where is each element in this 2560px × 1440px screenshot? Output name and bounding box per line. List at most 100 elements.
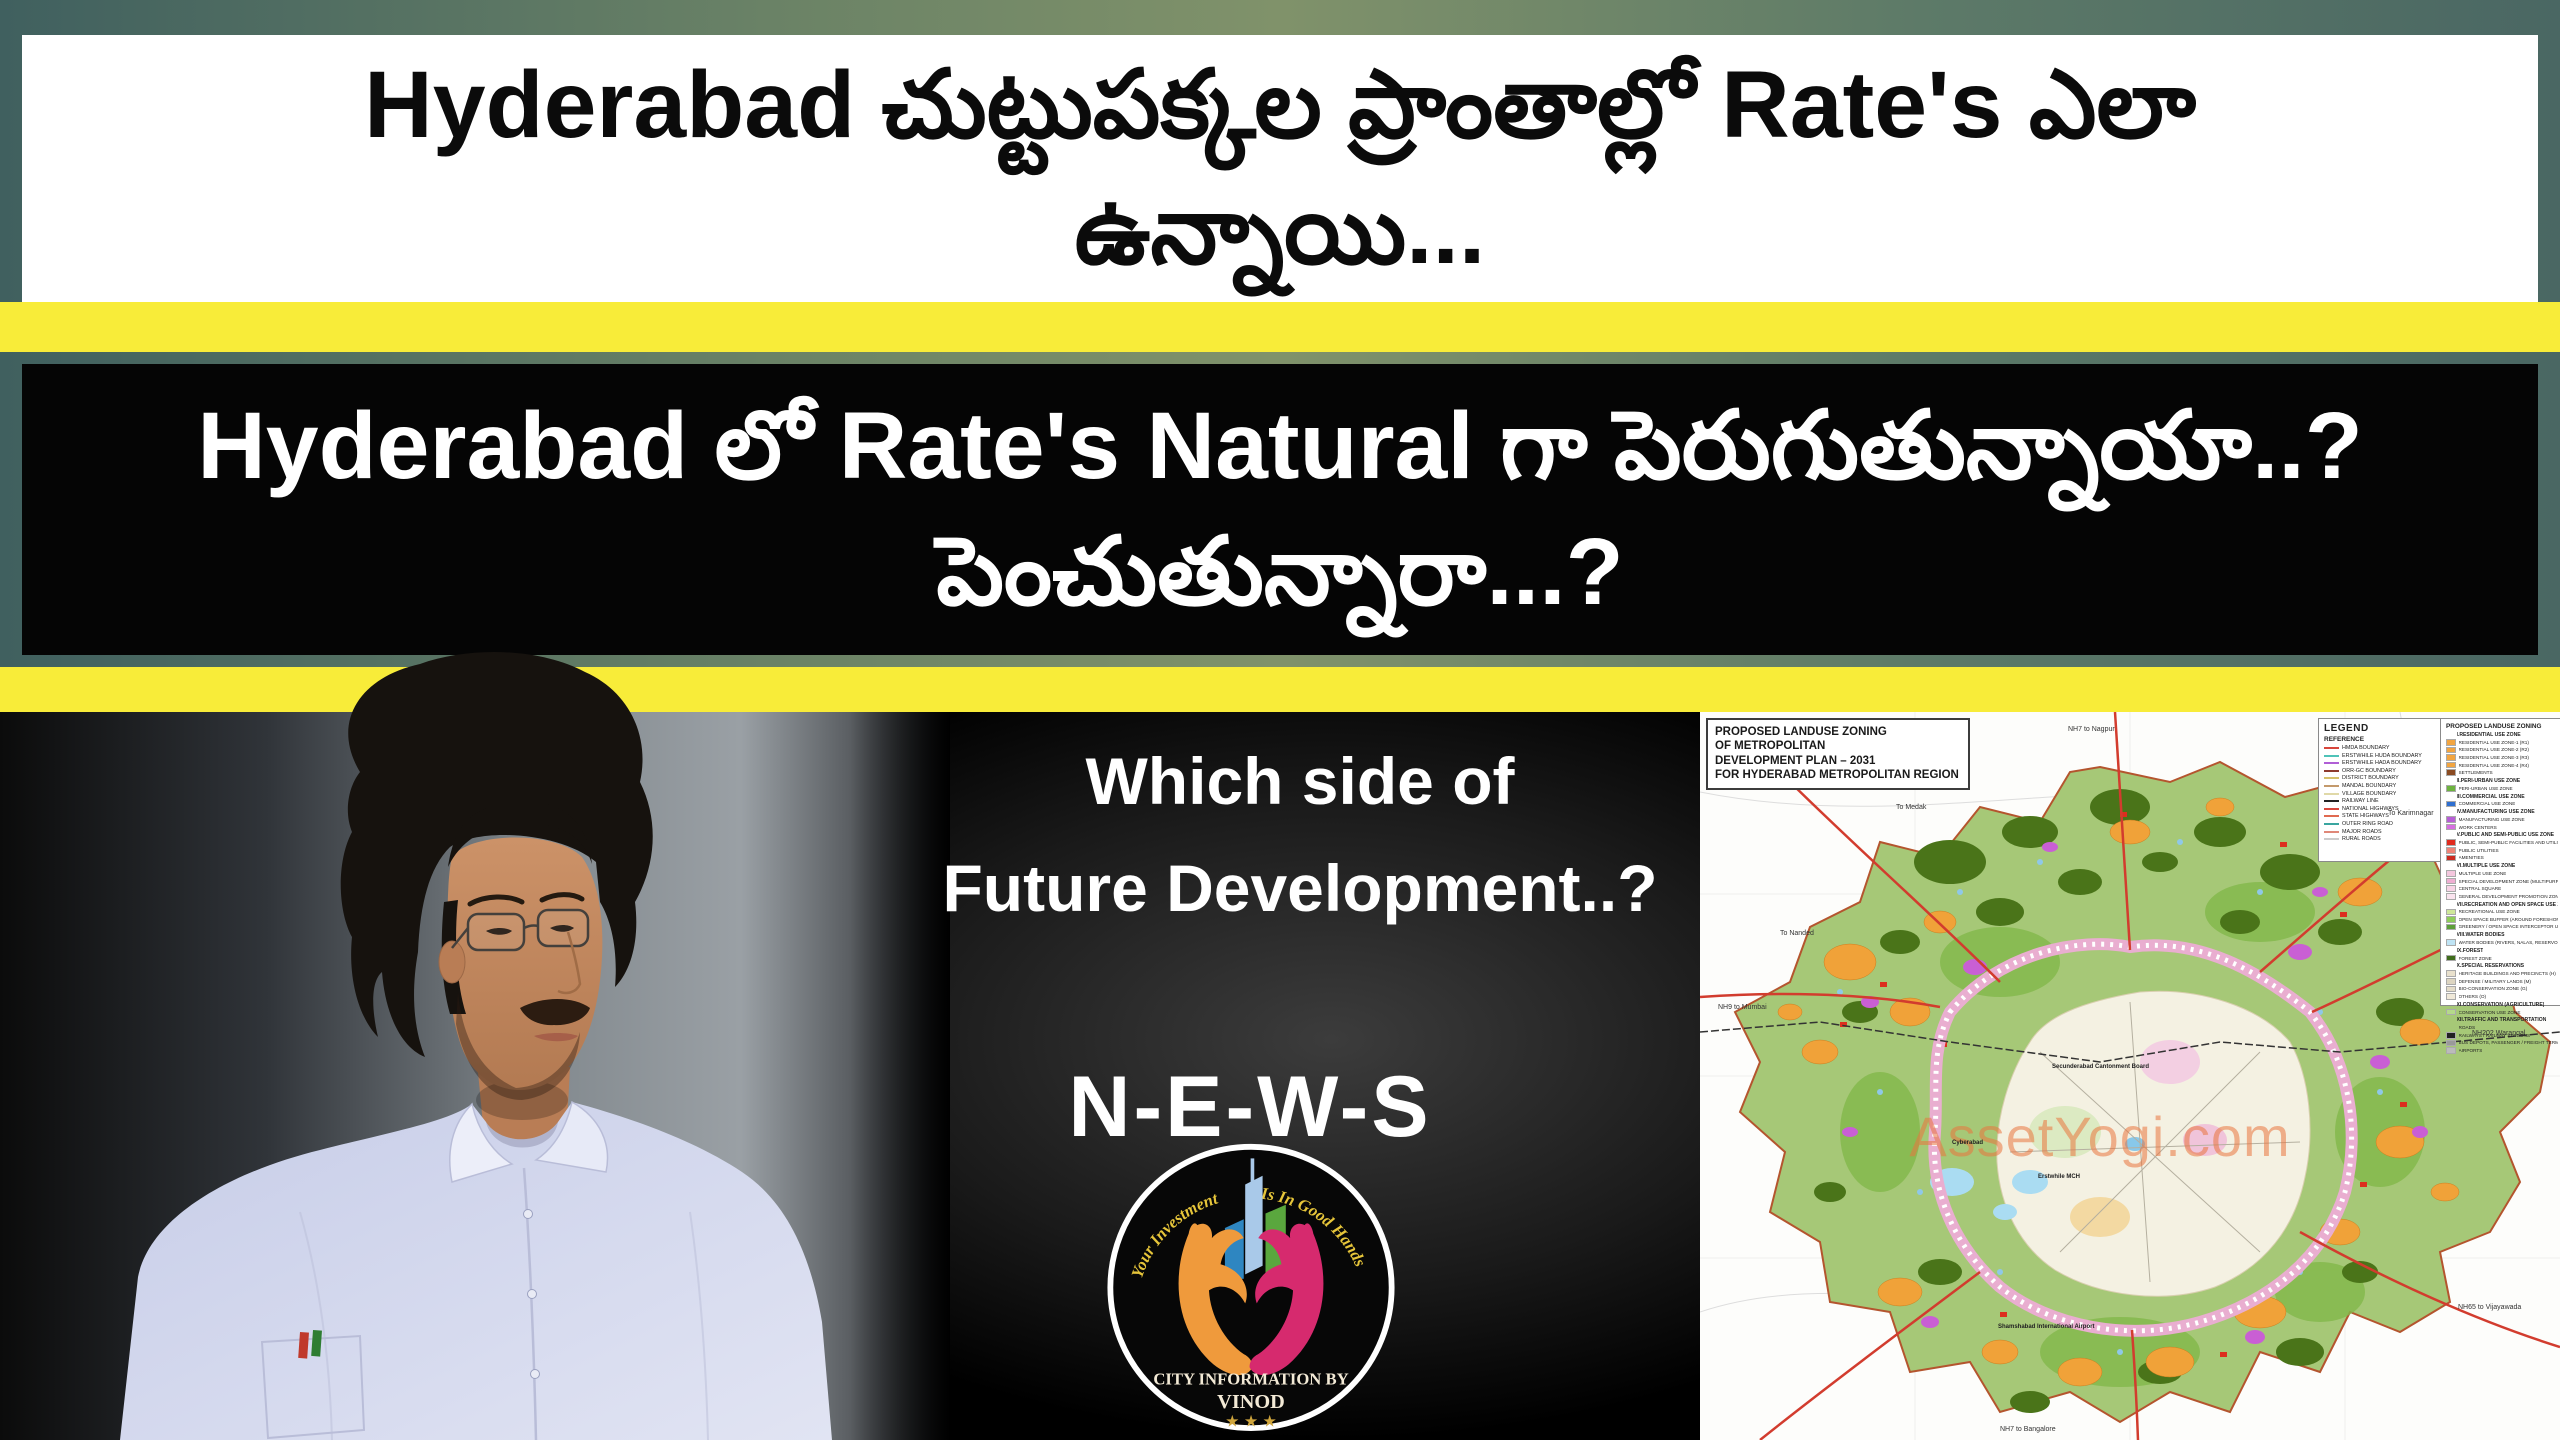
- legend-reference-list: HMDA BOUNDARY ERSTWHILE HUDA BOUNDARY ER…: [2324, 745, 2440, 842]
- legend-zoning-row: VII.RECREATION AND OPEN SPACE USE ZONE: [2446, 902, 2559, 908]
- legend-zoning-label: MANUFACTURING USE ZONE: [2458, 816, 2525, 822]
- legend-zoning-row: BUS DEPOTS, PASSENGER / FREIGHT TERMINAL…: [2446, 1039, 2558, 1047]
- legend-zoning-label: COMMERCIAL USE ZONE: [2458, 801, 2516, 807]
- legend-zoning-label: V.PUBLIC AND SEMI-PUBLIC USE ZONE: [2456, 832, 2555, 839]
- legend-line-swatch: [2324, 838, 2339, 841]
- map-title-box: PROPOSED LANDUSE ZONING OF METROPOLITAN …: [1706, 718, 1970, 790]
- middle-banner-line2: పెంచుతున్నారా...?: [936, 518, 1624, 625]
- residential-clusters: [1777, 781, 2460, 1387]
- legend-zoning-row: RESIDENTIAL USE ZONE-3 (R3): [2446, 754, 2558, 761]
- legend-reference-label: MAJOR ROADS: [2342, 828, 2382, 835]
- legend-reference-row: RURAL ROADS: [2324, 836, 2440, 842]
- shirt-button: [527, 1289, 537, 1299]
- legend-line-swatch: [2324, 747, 2339, 749]
- legend-reference-heading: REFERENCE: [2324, 736, 2365, 743]
- legend-zoning-row: III.COMMERCIAL USE ZONE: [2446, 794, 2558, 800]
- legend-line-swatch: [2324, 784, 2339, 787]
- legend-zoning-label: XII.TRAFFIC AND TRANSPORTATION: [2456, 1017, 2547, 1024]
- legend-zoning-row: X.SPECIAL RESERVATIONS: [2446, 963, 2558, 969]
- legend-color-swatch: [2446, 954, 2456, 962]
- news-text: N-E-W-S: [1068, 1059, 1432, 1155]
- legend-reference-label: ERSTWHILE HUDA BOUNDARY: [2342, 752, 2422, 759]
- shirt-button: [530, 1369, 540, 1379]
- legend-color-swatch: [2446, 754, 2456, 761]
- legend-zoning-row: VI.MULTIPLE USE ZONE: [2446, 863, 2558, 869]
- shirt-button: [523, 1209, 533, 1219]
- legend-line-swatch: [2324, 815, 2339, 818]
- legend-line-swatch: [2324, 822, 2339, 825]
- legend-line-swatch: [2324, 754, 2339, 757]
- legend-color-swatch: [2446, 800, 2456, 808]
- channel-logo: Your Investment Is In Good Hands CITY IN…: [1107, 1143, 1395, 1431]
- legend-reference-label: ERSTWHILE HADA BOUNDARY: [2342, 760, 2422, 767]
- legend-zoning-row: RESIDENTIAL USE ZONE-4 (R4): [2446, 761, 2558, 769]
- legend-zoning-row: RESIDENTIAL USE ZONE-1 (R1): [2446, 739, 2558, 746]
- legend-zoning-row: HERITAGE BUILDINGS AND PRECINCTS (H): [2446, 970, 2558, 978]
- legend-zoning-label: GENERAL DEVELOPMENT PROMOTION ZONE (GDPZ…: [2458, 893, 2559, 899]
- legend-zoning-label: IV.MANUFACTURING USE ZONE: [2456, 809, 2535, 816]
- legend-zoning-row: SETTLEMENTS: [2446, 769, 2558, 776]
- map-title-line: PROPOSED LANDUSE ZONING: [1715, 726, 1887, 738]
- legend-zoning-row: I.RESIDENTIAL USE ZONE: [2446, 732, 2558, 738]
- legend-line-swatch: [2324, 830, 2339, 833]
- legend-reference-label: RURAL ROADS: [2342, 836, 2381, 843]
- legend-zoning-label: WATER BODIES (RIVERS, NALAS, RESERVOIRS …: [2458, 940, 2559, 946]
- legend-reference-label: ORR-GC BOUNDARY: [2342, 767, 2396, 774]
- legend-zoning-row: PUBLIC UTILITIES: [2446, 846, 2558, 854]
- legend-zoning-row: OTHERS (O): [2446, 993, 2558, 1000]
- legend-zoning-row: GREENERY / OPEN SPACE INTERCEPTOR USE ZO…: [2446, 923, 2558, 931]
- legend-zoning-label: ROADS: [2458, 1025, 2476, 1031]
- shirt: [120, 1102, 832, 1440]
- question-text: Which side of Future Development..?: [920, 728, 1680, 942]
- legend-line-swatch: [2324, 762, 2339, 765]
- legend-color-swatch: [2446, 993, 2456, 1000]
- legend-reference-row: ERSTWHILE HADA BOUNDARY: [2324, 760, 2440, 766]
- legend-color-swatch: [2446, 877, 2456, 885]
- legend-zoning-row: RECREATIONAL USE ZONE: [2446, 908, 2558, 916]
- hand-right-icon: [1249, 1223, 1324, 1376]
- urban-core-detail: [1930, 1001, 2301, 1283]
- legend-zoning-label: VI.MULTIPLE USE ZONE: [2456, 863, 2516, 870]
- legend-zoning-label: PUBLIC UTILITIES: [2458, 847, 2499, 853]
- legend-reference-label: NATIONAL HIGHWAYS: [2342, 805, 2399, 812]
- legend-line-swatch: [2324, 807, 2339, 810]
- legend-zoning-label: RECREATIONAL USE ZONE: [2458, 909, 2520, 915]
- legend-zoning-label: IX.FOREST: [2456, 947, 2484, 954]
- legend-zoning-label: PERI-URBAN USE ZONE: [2458, 785, 2513, 791]
- legend-color-swatch: [2446, 939, 2456, 946]
- legend-color-swatch: [2446, 870, 2456, 877]
- star-icon: ★ ★ ★: [1225, 1414, 1277, 1431]
- top-banner-line2: ఉన్నాయి...: [1074, 177, 1486, 284]
- middle-banner: Hyderabad లో Rate's Natural గా పెరుగుతున…: [22, 364, 2538, 655]
- legend-zoning-row: MULTIPLE USE ZONE: [2446, 870, 2558, 877]
- map-label-medak: To Medak: [1896, 804, 1927, 811]
- legend-line-swatch: [2324, 800, 2339, 803]
- legend-zoning-row: SPECIAL DEVELOPMENT ZONE (MULTIPURPOSE U…: [2446, 877, 2558, 885]
- legend-line-swatch: [2324, 792, 2339, 795]
- legend-zoning-label: X.SPECIAL RESERVATIONS: [2456, 963, 2525, 970]
- legend-reference-label: HMDA BOUNDARY: [2342, 745, 2390, 751]
- map-label-vijayawada: NH65 to Vijayawada: [2458, 1304, 2522, 1311]
- eye-left: [486, 928, 512, 935]
- legend-zoning-row: XI.CONSERVATION (AGRICULTURE): [2446, 1002, 2558, 1008]
- legend-zoning-row: WATER BODIES (RIVERS, NALAS, RESERVOIRS …: [2446, 939, 2558, 946]
- shirt-pocket: [260, 1334, 366, 1440]
- neck-shadow: [476, 1080, 568, 1120]
- legend-zoning-label: WORK CENTERS: [2458, 824, 2497, 830]
- legend-zoning-label: OPEN SPACE BUFFER (AROUND FORESHORE OF W…: [2458, 916, 2559, 922]
- question-line2: Future Development..?: [942, 850, 1658, 925]
- legend-color-swatch: [2446, 739, 2456, 746]
- legend-zoning-row: VIII.WATER BODIES: [2446, 932, 2558, 938]
- manufacturing-patches: [1842, 842, 2428, 1344]
- legend-reference-row: ERSTWHILE HUDA BOUNDARY: [2324, 753, 2440, 759]
- pocket-pen-red: [298, 1332, 309, 1359]
- legend-zoning-row: XII.TRAFFIC AND TRANSPORTATION: [2446, 1017, 2558, 1023]
- legend-reference-row: MAJOR ROADS: [2324, 829, 2440, 835]
- legend-zoning-row: COMMERCIAL USE ZONE: [2446, 800, 2558, 808]
- legend-color-swatch: [2446, 769, 2456, 776]
- legend-zoning-label: AIRPORTS: [2458, 1048, 2483, 1054]
- logo-name-line1: CITY INFORMATION BY: [1153, 1370, 1348, 1389]
- legend-zoning-box: PROPOSED LANDUSE ZONING I.RESIDENTIAL US…: [2440, 718, 2560, 1054]
- presenter-photo: [0, 652, 950, 1440]
